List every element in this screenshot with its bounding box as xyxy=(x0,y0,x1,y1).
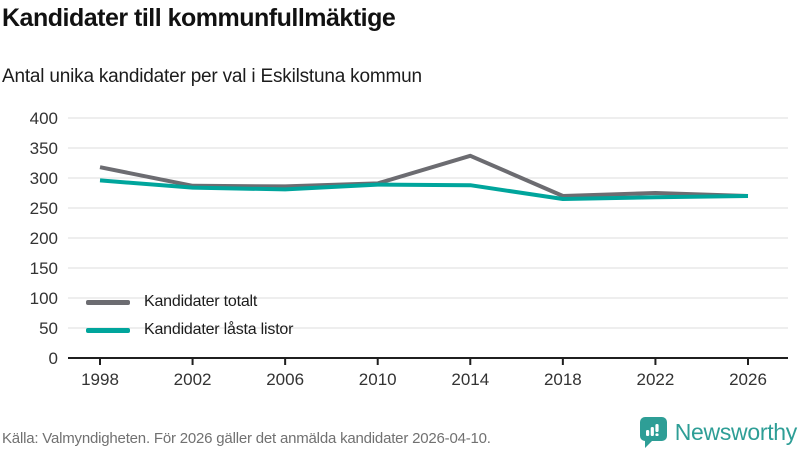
y-tick-label: 100 xyxy=(30,289,58,308)
y-tick-label: 400 xyxy=(30,109,58,128)
series-line-locked xyxy=(99,178,749,201)
y-tick-label: 350 xyxy=(30,139,58,158)
legend-swatch-total xyxy=(86,299,130,305)
chart-subtitle: Antal unika kandidater per val i Eskilst… xyxy=(2,66,422,87)
y-tick-label: 250 xyxy=(30,199,58,218)
newsworthy-logo[interactable]: Newsworthy xyxy=(639,417,798,448)
y-tick-label: 150 xyxy=(30,259,58,278)
newsworthy-wordmark: Newsworthy xyxy=(674,419,798,445)
series-line-total xyxy=(99,153,749,198)
y-tick-label: 300 xyxy=(30,169,58,188)
chart-title: Kandidater till kommunfullmäktige xyxy=(2,4,396,32)
x-tick-label: 2006 xyxy=(266,370,304,389)
y-tick-label: 50 xyxy=(39,319,58,338)
x-tick-label: 2010 xyxy=(359,370,397,389)
legend-item: Kandidater låsta listor xyxy=(86,316,293,344)
x-tick-label: 2014 xyxy=(451,370,489,389)
chart-legend: Kandidater totalt Kandidater låsta listor xyxy=(86,288,293,344)
y-tick-label: 0 xyxy=(49,349,58,368)
legend-label: Kandidater totalt xyxy=(144,293,258,310)
legend-label: Kandidater låsta listor xyxy=(144,321,294,338)
x-tick-label: 2026 xyxy=(729,370,767,389)
legend-item: Kandidater totalt xyxy=(86,288,293,316)
x-tick-label: 2002 xyxy=(174,370,212,389)
legend-swatch-locked xyxy=(86,327,130,333)
y-tick-label: 200 xyxy=(30,229,58,248)
x-tick-label: 2022 xyxy=(637,370,675,389)
source-note: Källa: Valmyndigheten. För 2026 gäller d… xyxy=(2,430,491,447)
x-tick-label: 1998 xyxy=(81,370,119,389)
x-tick-label: 2018 xyxy=(544,370,582,389)
newsworthy-badge-icon xyxy=(639,417,667,448)
